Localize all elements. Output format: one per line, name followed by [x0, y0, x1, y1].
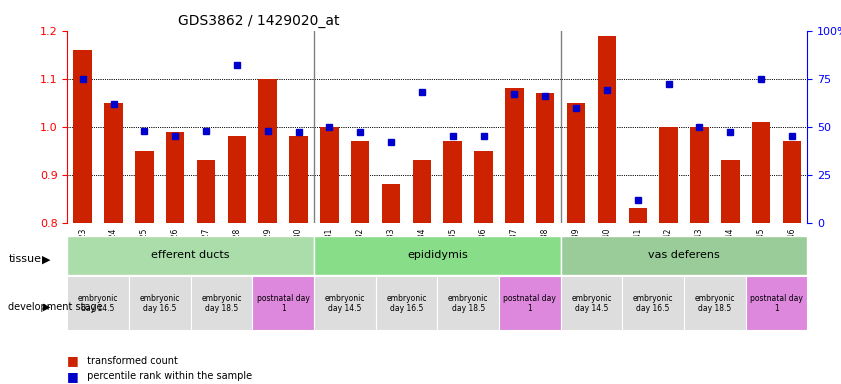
- FancyBboxPatch shape: [252, 276, 314, 330]
- Text: embryonic
day 14.5: embryonic day 14.5: [571, 294, 611, 313]
- Text: ■: ■: [67, 354, 79, 367]
- Bar: [598, 36, 616, 223]
- Bar: [104, 103, 123, 223]
- Text: postnatal day
1: postnatal day 1: [750, 294, 803, 313]
- Bar: [228, 136, 246, 223]
- Text: vas deferens: vas deferens: [648, 250, 720, 260]
- Bar: [567, 103, 585, 223]
- FancyBboxPatch shape: [376, 276, 437, 330]
- Text: postnatal day
1: postnatal day 1: [504, 294, 556, 313]
- Text: postnatal day
1: postnatal day 1: [257, 294, 309, 313]
- Text: epididymis: epididymis: [407, 250, 468, 260]
- FancyBboxPatch shape: [191, 276, 252, 330]
- FancyBboxPatch shape: [129, 276, 191, 330]
- Bar: [166, 132, 184, 223]
- Bar: [73, 50, 92, 223]
- Text: embryonic
day 16.5: embryonic day 16.5: [140, 294, 180, 313]
- Text: ▶: ▶: [43, 302, 50, 312]
- Text: embryonic
day 16.5: embryonic day 16.5: [386, 294, 426, 313]
- Text: embryonic
day 18.5: embryonic day 18.5: [201, 294, 241, 313]
- Bar: [721, 161, 739, 223]
- Bar: [628, 209, 647, 223]
- Bar: [320, 127, 339, 223]
- Text: embryonic
day 18.5: embryonic day 18.5: [695, 294, 735, 313]
- Bar: [197, 161, 215, 223]
- Bar: [690, 127, 709, 223]
- Bar: [289, 136, 308, 223]
- Text: tissue: tissue: [8, 254, 41, 264]
- Text: embryonic
day 14.5: embryonic day 14.5: [78, 294, 119, 313]
- FancyBboxPatch shape: [561, 276, 622, 330]
- FancyBboxPatch shape: [314, 276, 376, 330]
- FancyBboxPatch shape: [746, 276, 807, 330]
- FancyBboxPatch shape: [67, 236, 314, 275]
- FancyBboxPatch shape: [684, 276, 746, 330]
- Bar: [474, 151, 493, 223]
- Bar: [258, 79, 277, 223]
- Bar: [536, 93, 554, 223]
- Text: embryonic
day 18.5: embryonic day 18.5: [448, 294, 489, 313]
- Text: efferent ducts: efferent ducts: [151, 250, 230, 260]
- Text: embryonic
day 14.5: embryonic day 14.5: [325, 294, 365, 313]
- Bar: [659, 127, 678, 223]
- Bar: [752, 122, 770, 223]
- Text: ▶: ▶: [42, 254, 50, 264]
- Bar: [413, 161, 431, 223]
- Text: GDS3862 / 1429020_at: GDS3862 / 1429020_at: [178, 14, 340, 28]
- Text: development stage: development stage: [8, 302, 103, 312]
- FancyBboxPatch shape: [437, 276, 499, 330]
- Bar: [783, 141, 801, 223]
- Bar: [135, 151, 154, 223]
- Bar: [351, 141, 369, 223]
- FancyBboxPatch shape: [499, 276, 561, 330]
- FancyBboxPatch shape: [67, 276, 129, 330]
- FancyBboxPatch shape: [314, 236, 561, 275]
- FancyBboxPatch shape: [561, 236, 807, 275]
- FancyBboxPatch shape: [622, 276, 684, 330]
- Text: transformed count: transformed count: [84, 356, 178, 366]
- Bar: [382, 184, 400, 223]
- Bar: [505, 88, 524, 223]
- Bar: [443, 141, 462, 223]
- Text: embryonic
day 16.5: embryonic day 16.5: [633, 294, 674, 313]
- Text: ■: ■: [67, 370, 79, 383]
- Text: percentile rank within the sample: percentile rank within the sample: [84, 371, 252, 381]
